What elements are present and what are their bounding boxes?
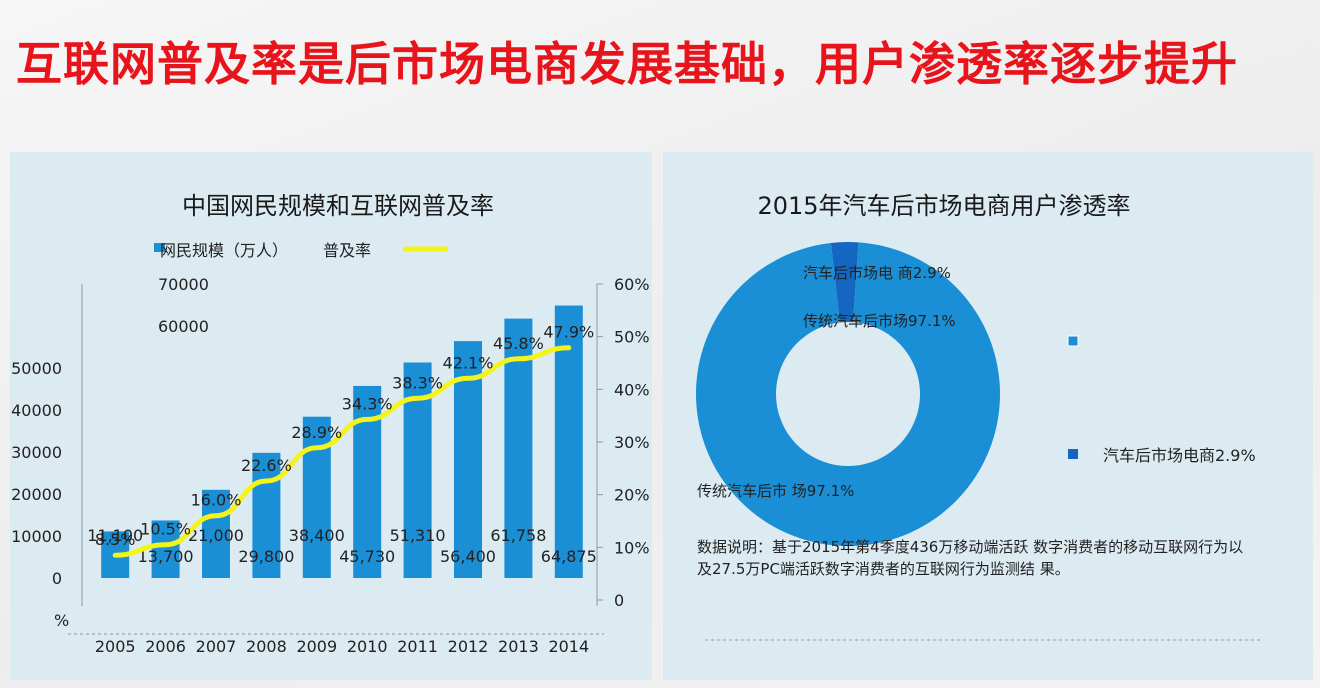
left-axis-tick-label: 50000 xyxy=(11,359,62,378)
bar xyxy=(151,520,180,578)
category-tick-label: 2006 xyxy=(145,637,186,656)
legend-label-ecommerce: 汽车后市场电商2.9% xyxy=(1103,446,1256,465)
category-tick-label: 2010 xyxy=(347,637,388,656)
line-data-label: 28.9% xyxy=(291,423,342,442)
left-axis-extra-label: 70000 xyxy=(158,275,209,294)
right-axis-tick-label: 0 xyxy=(614,591,624,610)
right-axis-tick-label: 20% xyxy=(614,486,650,505)
bar-data-label: 64,875 xyxy=(541,547,597,566)
right-axis-tick-label: 50% xyxy=(614,328,650,347)
bar-data-label: 51,310 xyxy=(390,526,446,545)
bar-data-label: 29,800 xyxy=(238,547,294,566)
bar xyxy=(252,452,281,578)
line-data-label: 8.5% xyxy=(95,530,136,549)
bar-data-label: 61,758 xyxy=(490,526,546,545)
bar-data-label: 11,100 xyxy=(87,526,143,545)
data-note: 数据说明：基于2015年第4季度436万移动端活跃 数字消费者的移动互联网行为以… xyxy=(697,538,1244,578)
bar-data-label: 56,400 xyxy=(440,547,496,566)
penetration-donut-chart: 2015年汽车后市场电商用户渗透率 汽车后市场电 商2.9% 传统汽车后市场97.… xyxy=(696,192,1263,641)
bar xyxy=(202,489,230,578)
line-data-label: 22.6% xyxy=(241,456,292,475)
category-tick-label: 2011 xyxy=(397,637,438,656)
left-axis-tick-label: 40000 xyxy=(11,401,62,420)
left-axis-unit-label: % xyxy=(54,611,69,630)
category-tick-label: 2005 xyxy=(95,637,136,656)
line-data-label: 38.3% xyxy=(392,373,443,392)
donut-slice xyxy=(696,242,1000,546)
left-axis-extra-label: 60000 xyxy=(158,317,209,336)
right-axis-tick-label: 30% xyxy=(614,433,650,452)
category-tick-label: 2009 xyxy=(296,637,337,656)
legend-bar-swatch xyxy=(154,243,165,252)
bar-data-label: 21,000 xyxy=(188,526,244,545)
line-data-label: 47.9% xyxy=(543,323,594,342)
left-axis-tick-label: 20000 xyxy=(11,485,62,504)
right-axis-tick-label: 60% xyxy=(614,275,650,294)
category-tick-label: 2008 xyxy=(246,637,287,656)
bar-data-label: 38,400 xyxy=(289,526,345,545)
slice-label-traditional-outer: 传统汽车后市 场97.1% xyxy=(697,482,854,500)
bar xyxy=(554,305,583,578)
rate-line xyxy=(112,345,572,558)
legend-bar-label: 网民规模（万人） xyxy=(160,241,288,260)
line-data-label: 16.0% xyxy=(191,491,242,510)
right-axis-tick-label: 10% xyxy=(614,538,650,557)
left-axis-tick-label: 30000 xyxy=(11,443,62,462)
legend-swatch-ecommerce xyxy=(1068,449,1078,459)
line-data-label: 10.5% xyxy=(140,520,191,539)
line-data-label: 34.3% xyxy=(342,394,393,413)
left-axis-tick-label: 0 xyxy=(52,569,62,588)
legend-swatch-traditional xyxy=(1067,335,1079,347)
category-tick-label: 2012 xyxy=(448,637,489,656)
category-tick-label: 2007 xyxy=(196,637,237,656)
slice-label-traditional-inner: 传统汽车后市场97.1% xyxy=(803,312,956,330)
line-data-label: 42.1% xyxy=(443,353,494,372)
bar-chart-title: 中国网民规模和互联网普及率 xyxy=(182,192,494,220)
penetration-chart-panel: 2015年汽车后市场电商用户渗透率 汽车后市场电 商2.9% 传统汽车后市场97.… xyxy=(663,152,1313,680)
left-axis-tick-label: 10000 xyxy=(11,527,62,546)
donut-slice xyxy=(830,242,859,323)
legend-line-label: 普及率 xyxy=(323,241,371,260)
bar-data-label: 45,730 xyxy=(339,547,395,566)
category-tick-label: 2014 xyxy=(548,637,589,656)
donut-chart-title: 2015年汽车后市场电商用户渗透率 xyxy=(757,192,1130,220)
slice-label-ecommerce: 汽车后市场电 商2.9% xyxy=(803,264,951,282)
netizen-chart-panel: 中国网民规模和互联网普及率 网民规模（万人） 普及率 70000 60000 0… xyxy=(10,152,652,680)
page-title: 互联网普及率是后市场电商发展基础，用户渗透率逐步提升 xyxy=(16,37,1238,91)
right-axis-tick-label: 40% xyxy=(614,380,650,399)
bar-data-label: 13,700 xyxy=(138,547,194,566)
netizen-bar-line-chart: 中国网民规模和互联网普及率 网民规模（万人） 普及率 70000 60000 0… xyxy=(11,192,650,656)
line-data-label: 45.8% xyxy=(493,334,544,353)
category-tick-label: 2013 xyxy=(498,637,539,656)
